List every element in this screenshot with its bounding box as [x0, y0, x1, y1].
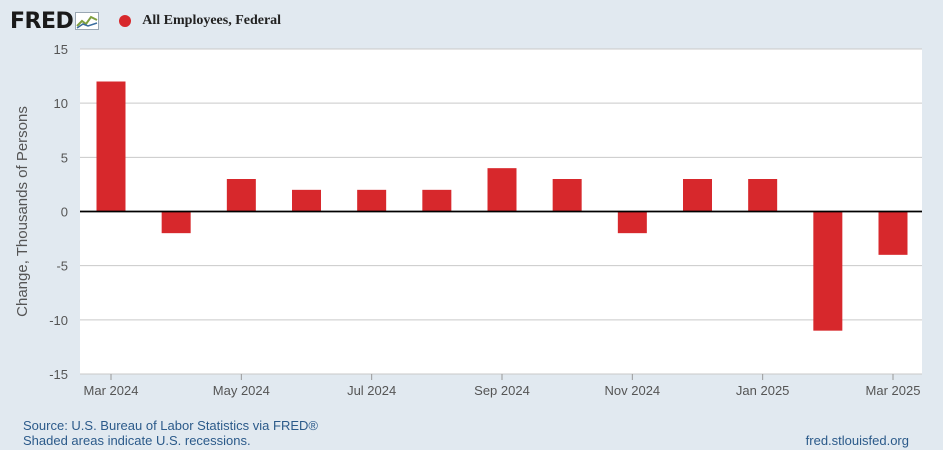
bar[interactable] [226, 179, 256, 212]
y-tick-label: 10 [54, 96, 68, 111]
bar[interactable] [878, 211, 908, 255]
y-tick-label: -10 [49, 313, 68, 328]
bar[interactable] [487, 168, 517, 212]
y-tick-label: 5 [61, 150, 68, 165]
x-tick-label: May 2024 [213, 383, 270, 398]
y-tick-label: -5 [56, 259, 68, 274]
bar[interactable] [357, 189, 387, 212]
y-tick-label: 0 [61, 205, 68, 220]
bar[interactable] [617, 211, 647, 234]
bar[interactable] [422, 189, 452, 212]
fred-chart-icon [75, 12, 100, 30]
chart-header: FRED All Employees, Federal [10, 8, 281, 34]
x-tick-label: Nov 2024 [605, 383, 661, 398]
bar[interactable] [161, 211, 191, 234]
bar[interactable] [552, 179, 582, 212]
x-tick-label: Jul 2024 [347, 383, 396, 398]
chart-footer: Source: U.S. Bureau of Labor Statistics … [23, 418, 318, 448]
x-tick-label: Mar 2025 [866, 383, 921, 398]
y-tick-label: -15 [49, 367, 68, 382]
bar[interactable] [292, 189, 321, 212]
y-axis-ticks: -15 -10 -5 0 5 10 15 [49, 42, 68, 382]
recession-note: Shaded areas indicate U.S. recessions. [23, 433, 251, 448]
y-axis-label: Change, Thousands of Persons [14, 106, 31, 317]
bars [96, 81, 908, 331]
legend-marker [119, 15, 132, 27]
y-tick-label: 15 [54, 42, 68, 57]
x-tick-label: Sep 2024 [474, 383, 530, 398]
bar[interactable] [683, 179, 712, 212]
logo-text: FRED [10, 8, 74, 34]
chart-legend: All Employees, Federal [119, 13, 281, 29]
bar[interactable] [748, 179, 778, 212]
bar[interactable] [96, 81, 126, 212]
x-tick-label: Jan 2025 [736, 383, 790, 398]
fred-logo[interactable]: FRED [10, 8, 100, 34]
bar-chart: -15 -10 -5 0 5 10 15 Mar 2024 May 2024 Jul 2024 S… [14, 42, 922, 398]
gridlines [80, 48, 922, 375]
legend-label: All Employees, Federal [142, 13, 282, 28]
bar[interactable] [813, 211, 843, 331]
source-text: Source: U.S. Bureau of Labor Statistics … [23, 418, 318, 433]
x-axis-ticks: Mar 2024 May 2024 Jul 2024 Sep 2024 Nov 2024… [84, 374, 921, 398]
x-tick-label: Mar 2024 [84, 383, 139, 398]
fred-url-link[interactable]: fred.stlouisfed.org [805, 433, 909, 448]
